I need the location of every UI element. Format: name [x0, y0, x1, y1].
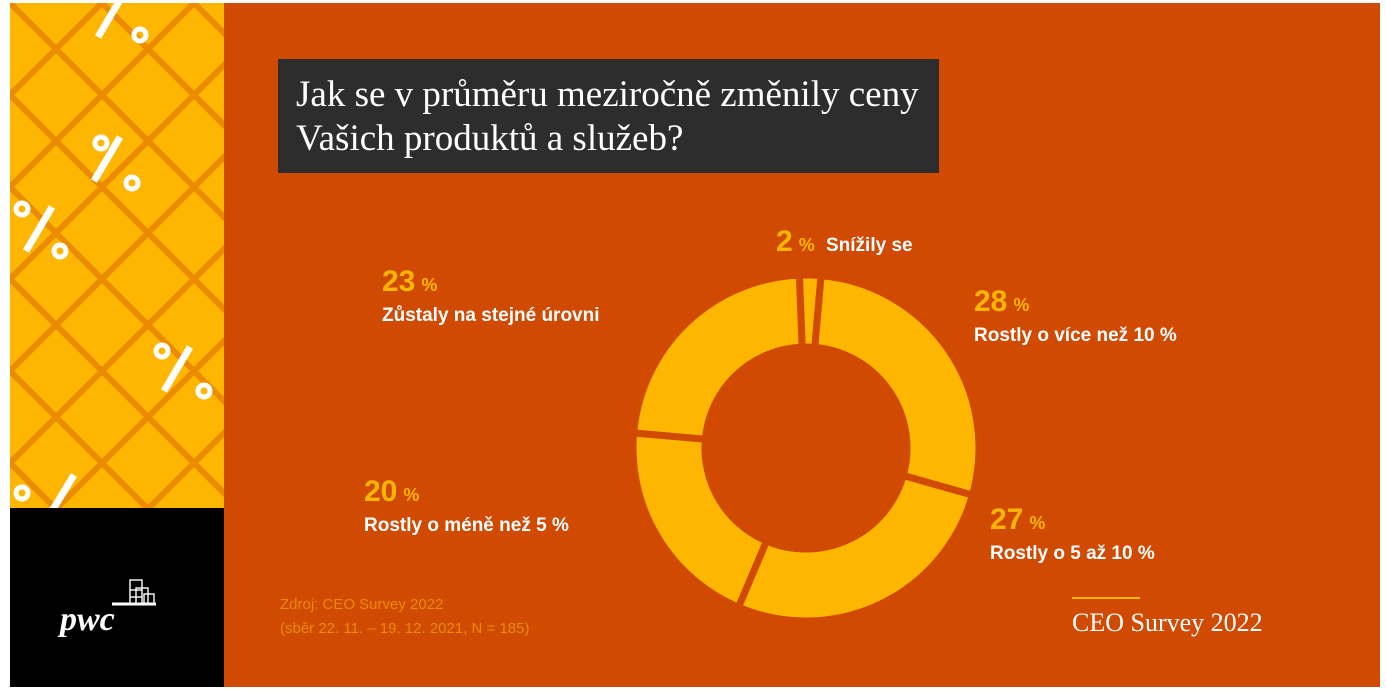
percent-sign-icon — [90, 134, 141, 192]
label-stejne-urovni: 23% Zůstaly na stejné úrovni — [382, 265, 600, 327]
slice-snizily — [795, 271, 825, 352]
slice-5-az-10 — [733, 471, 977, 625]
text-stejne-urovni: Zůstaly na stejné úrovni — [382, 305, 600, 326]
label-mene-nez-5: 20% Rostly o méně než 5 % — [364, 475, 569, 537]
survey-label: CEO Survey 2022 — [1072, 608, 1263, 637]
percent-pattern — [10, 3, 224, 508]
text-5-az-10: Rostly o 5 až 10 % — [990, 543, 1155, 564]
label-snizily: 2% Snížily se — [776, 225, 913, 259]
unit-vice-nez-10: % — [1013, 295, 1030, 315]
text-mene-nez-5: Rostly o méně než 5 % — [364, 515, 569, 536]
percent-sign-icon — [94, 3, 149, 44]
unit-mene-nez-5: % — [403, 485, 420, 505]
value-stejne-urovni: 23 — [382, 265, 416, 298]
label-5-az-10: 27% Rostly o 5 až 10 % — [990, 503, 1155, 565]
unit-stejne-urovni: % — [421, 275, 438, 295]
percent-sign-icon — [13, 473, 77, 508]
value-5-az-10: 27 — [990, 503, 1024, 536]
text-snizily: Snížily se — [825, 235, 913, 256]
title-line-2: Vašich produktů a služeb? — [296, 118, 684, 159]
value-vice-nez-10: 28 — [974, 285, 1008, 318]
survey-accent-line — [1072, 597, 1140, 599]
text-vice-nez-10: Rostly o více než 10 % — [974, 325, 1177, 346]
pwc-logo: pwc — [57, 579, 156, 638]
pwc-logo-panel: pwc — [10, 508, 224, 687]
unit-5-az-10: % — [1029, 513, 1046, 533]
title-line-1: Jak se v průměru meziročně změnily ceny — [296, 74, 919, 115]
infographic: pwc Jak se v průměru meziročně změnily c… — [10, 3, 1380, 687]
value-mene-nez-5: 20 — [364, 475, 398, 508]
label-vice-nez-10: 28% Rostly o více než 10 % — [974, 285, 1177, 347]
percent-sign-icon — [153, 342, 213, 400]
pwc-logo-text: pwc — [57, 601, 115, 638]
slice-stejne-urovni — [629, 271, 806, 443]
percent-sign-icon — [13, 200, 69, 260]
slice-mene-nez-5 — [629, 429, 772, 612]
unit-snizily: % — [798, 235, 815, 255]
value-snizily: 2 — [776, 225, 793, 258]
chart-title: Jak se v průměru meziročně změnily ceny … — [278, 59, 939, 173]
source-line-2: (sběr 22. 11. – 19. 12. 2021, N = 185) — [280, 620, 530, 637]
slice-vice-nez-10 — [811, 271, 983, 500]
source-note: Zdroj: CEO Survey 2022 (sběr 22. 11. – 1… — [280, 593, 529, 641]
source-line-1: Zdroj: CEO Survey 2022 — [280, 596, 444, 613]
